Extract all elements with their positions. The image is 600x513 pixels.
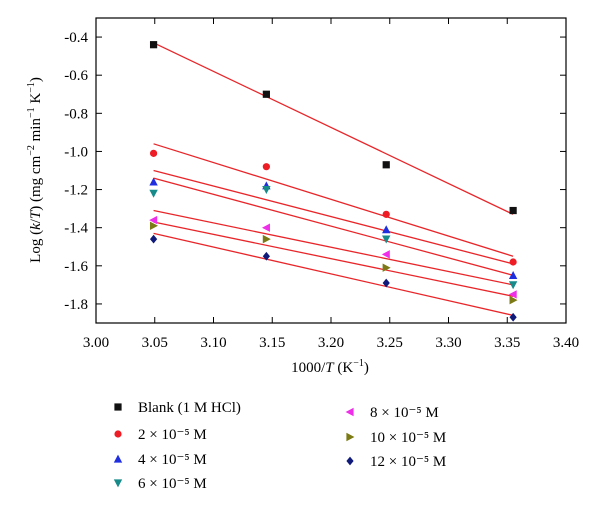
x-tick-label: 3.40 bbox=[553, 335, 579, 351]
y-tick-label: -1.4 bbox=[64, 221, 88, 237]
x-tick-label: 3.20 bbox=[318, 335, 344, 351]
x-tick-label: 3.30 bbox=[435, 335, 461, 351]
y-axis-title: Log (k/T) (mg cm−2 min−1 K−1) bbox=[26, 77, 44, 263]
legend-label: 4 × 10⁻⁵ M bbox=[138, 452, 207, 468]
x-axis-label: 1000/T (K−1) bbox=[291, 358, 369, 376]
legend-label: 8 × 10⁻⁵ M bbox=[370, 405, 439, 421]
data-point bbox=[262, 185, 271, 194]
data-point bbox=[149, 215, 158, 225]
data-point bbox=[382, 235, 391, 244]
data-point bbox=[508, 270, 518, 279]
fit-line bbox=[153, 143, 514, 257]
legend: Blank (1 M HCl) 2 × 10⁻⁵ M 4 × 10⁻⁵ M 6 × 1… bbox=[113, 400, 446, 492]
legend-marker bbox=[113, 479, 123, 488]
legend-marker bbox=[346, 456, 354, 466]
y-tick-label: -1.6 bbox=[64, 259, 88, 275]
data-point bbox=[262, 163, 270, 171]
data-point bbox=[262, 234, 271, 244]
data-point bbox=[509, 295, 518, 305]
fit-lines bbox=[153, 42, 514, 317]
x-tick-label: 3.05 bbox=[142, 335, 168, 351]
data-point bbox=[381, 250, 390, 259]
y-tick-label: -0.8 bbox=[64, 106, 88, 122]
data-point bbox=[382, 278, 390, 288]
y-tick-label: -1.8 bbox=[64, 297, 88, 313]
data-point bbox=[509, 312, 517, 322]
y-axis-label: Log (k/T) (mg cm−2 min−1 K−1) bbox=[26, 77, 44, 263]
data-point bbox=[382, 210, 390, 218]
data-point bbox=[149, 189, 158, 198]
x-tick-label: 3.35 bbox=[494, 335, 520, 351]
data-point bbox=[382, 225, 391, 234]
legend-marker bbox=[346, 432, 355, 442]
y-tick-label: -0.6 bbox=[64, 68, 88, 84]
fit-line bbox=[153, 169, 514, 265]
data-point bbox=[382, 161, 390, 169]
fit-line bbox=[153, 209, 514, 286]
x-tick-label: 3.15 bbox=[259, 335, 285, 351]
fit-line bbox=[153, 221, 514, 297]
axis-ticks: 3.00 3.05 3.10 3.15 3.20 3.25 3.30 3.35 3.40 -0.4… bbox=[64, 18, 579, 351]
legend-label: Blank (1 M HCl) bbox=[138, 400, 241, 416]
plot-border bbox=[95, 17, 567, 324]
data-point bbox=[262, 90, 270, 98]
data-point bbox=[382, 263, 391, 272]
x-axis-title: 1000/T (K−1) bbox=[291, 358, 369, 376]
legend-marker bbox=[114, 430, 122, 438]
data-point bbox=[509, 258, 517, 266]
legend-marker bbox=[114, 403, 122, 411]
data-point bbox=[149, 177, 158, 186]
data-point bbox=[508, 281, 518, 290]
y-tick-label: -1.0 bbox=[64, 144, 88, 160]
plot-frame bbox=[95, 17, 567, 324]
data-point bbox=[149, 149, 158, 157]
fit-line bbox=[153, 177, 514, 276]
data-point bbox=[262, 251, 270, 261]
legend-label: 12 × 10⁻⁵ M bbox=[370, 454, 446, 470]
fit-line bbox=[153, 232, 514, 317]
legend-label: 10 × 10⁻⁵ M bbox=[370, 430, 446, 446]
fit-line bbox=[153, 42, 514, 215]
y-tick-label: -1.2 bbox=[64, 183, 88, 199]
data-point bbox=[261, 223, 270, 232]
x-tick-label: 3.10 bbox=[200, 335, 226, 351]
data-point bbox=[508, 290, 517, 299]
data-markers bbox=[149, 41, 518, 322]
data-point bbox=[509, 206, 517, 215]
y-tick-label: -0.4 bbox=[64, 30, 88, 46]
data-point bbox=[149, 221, 158, 230]
legend-label: 2 × 10⁻⁵ M bbox=[138, 427, 207, 443]
legend-marker bbox=[113, 454, 123, 463]
legend-label: 6 × 10⁻⁵ M bbox=[138, 476, 207, 492]
data-point bbox=[149, 234, 158, 244]
legend-marker bbox=[345, 407, 354, 417]
x-tick-label: 3.00 bbox=[83, 335, 109, 351]
data-point bbox=[149, 41, 158, 49]
x-tick-label: 3.25 bbox=[377, 335, 403, 351]
